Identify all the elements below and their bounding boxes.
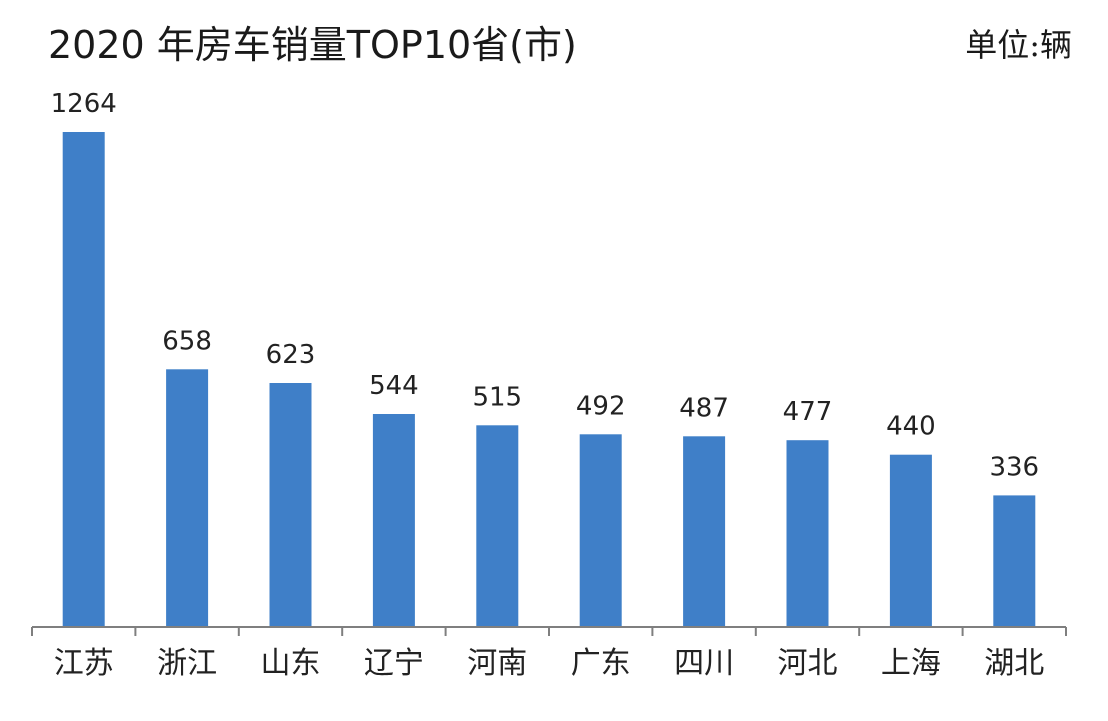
value-label-8: 440	[886, 412, 936, 442]
category-label-5: 广东	[571, 646, 631, 681]
value-labels-group: 1264 658 623 544 515 492 487 477 440 336	[51, 89, 1040, 482]
bar-5	[579, 434, 622, 627]
value-label-2: 623	[266, 340, 316, 370]
category-label-6: 四川	[674, 646, 734, 681]
value-label-7: 477	[783, 397, 833, 427]
category-label-7: 河北	[778, 646, 838, 681]
category-label-3: 辽宁	[364, 646, 424, 681]
value-label-1: 658	[162, 326, 212, 356]
bar-4	[476, 425, 519, 627]
category-label-9: 湖北	[984, 646, 1044, 681]
category-label-0: 江苏	[54, 646, 114, 681]
value-label-4: 515	[472, 382, 522, 412]
value-label-0: 1264	[51, 89, 117, 119]
category-label-1: 浙江	[157, 646, 217, 681]
value-label-9: 336	[989, 452, 1039, 482]
bar-0	[62, 132, 105, 627]
bar-3	[372, 414, 415, 627]
bars-group	[62, 132, 1036, 627]
bar-7	[786, 440, 829, 627]
bar-9	[993, 495, 1036, 627]
chart-title: 2020 年房车销量TOP10省(市)	[48, 23, 577, 67]
category-labels-group: 江苏 浙江 山东 辽宁 河南 广东 四川 河北 上海 湖北	[54, 646, 1045, 681]
bar-6	[683, 436, 726, 627]
value-label-5: 492	[576, 391, 626, 421]
unit-label: 单位:辆	[965, 26, 1072, 64]
bar-8	[889, 454, 932, 627]
value-label-3: 544	[369, 371, 419, 401]
bar-1	[166, 369, 209, 627]
category-label-8: 上海	[881, 646, 941, 681]
category-label-4: 河南	[467, 646, 527, 681]
value-label-6: 487	[679, 393, 729, 423]
category-label-2: 山东	[261, 646, 321, 681]
x-axis	[31, 626, 1067, 636]
bar-2	[269, 383, 312, 627]
